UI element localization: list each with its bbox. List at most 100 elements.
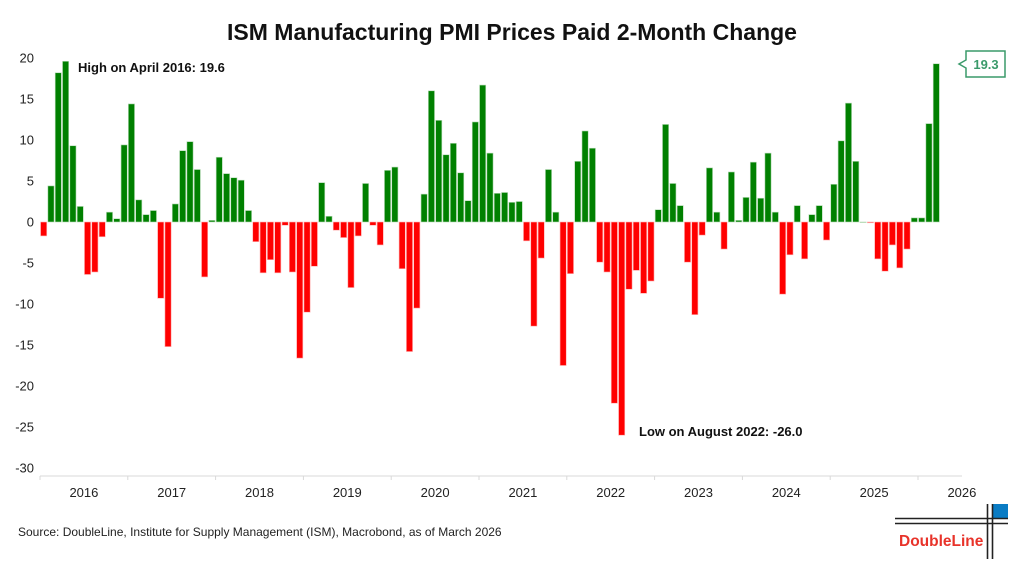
bar (128, 103, 135, 223)
bar (859, 221, 867, 223)
y-tick-label: -15 (15, 338, 34, 353)
bar (537, 221, 545, 259)
bar (281, 221, 289, 226)
y-tick-label: -5 (22, 256, 34, 271)
bar (384, 170, 391, 223)
bar (867, 221, 874, 224)
bar (413, 221, 421, 309)
bar (808, 214, 816, 223)
high-annotation: High on April 2016: 19.6 (78, 60, 225, 75)
bar (493, 193, 501, 223)
bar (54, 72, 62, 223)
bar (179, 150, 187, 223)
bar (376, 221, 384, 246)
bar (574, 161, 582, 223)
bar (932, 63, 940, 223)
bar (888, 221, 896, 246)
bar (406, 221, 413, 352)
bar (515, 201, 523, 223)
bar (142, 214, 150, 223)
bar (208, 220, 216, 223)
bar (303, 221, 311, 313)
bar (523, 221, 530, 242)
bar (98, 221, 106, 238)
bar (647, 221, 655, 282)
bar (530, 221, 538, 327)
bar (354, 221, 362, 237)
y-tick-label: 15 (20, 92, 34, 107)
x-tick-label: 2018 (245, 485, 274, 500)
bar (581, 130, 589, 223)
bar (618, 221, 626, 436)
bar (47, 185, 55, 223)
y-tick-label: 0 (27, 215, 34, 230)
bar (201, 221, 209, 278)
bar (749, 161, 757, 223)
bar (464, 200, 472, 223)
low-annotation: Low on August 2022: -26.0 (639, 424, 803, 439)
bar (501, 192, 509, 223)
y-tick-label: -30 (15, 461, 34, 476)
bar (654, 209, 662, 223)
x-tick-label: 2022 (596, 485, 625, 500)
bar (728, 171, 735, 223)
bar (325, 215, 333, 223)
bar (164, 221, 172, 347)
bar (632, 221, 640, 271)
y-tick-label: 20 (20, 51, 34, 66)
bar (567, 221, 574, 274)
bar (428, 90, 435, 223)
bar (852, 161, 860, 223)
bar (193, 169, 201, 223)
bar (223, 173, 230, 223)
y-tick-label: -20 (15, 379, 34, 394)
logo-square (993, 504, 1008, 518)
doubleline-logo: DoubleLine (895, 504, 1008, 559)
bar (435, 120, 443, 223)
bar (903, 221, 911, 250)
bar (669, 183, 677, 223)
bar (274, 221, 282, 274)
bar (471, 121, 479, 223)
bar (910, 217, 918, 223)
bar (157, 221, 165, 299)
logo-text: DoubleLine (899, 533, 984, 550)
bar (896, 221, 904, 269)
x-tick-label: 2024 (772, 485, 801, 500)
bar (296, 221, 304, 359)
bar (120, 144, 128, 223)
bar (640, 221, 648, 294)
bar (676, 205, 684, 223)
bar (215, 156, 223, 223)
x-tick-label: 2020 (421, 485, 450, 500)
bar (171, 203, 179, 223)
bar (91, 221, 99, 273)
bar (706, 167, 713, 223)
bar (603, 221, 611, 273)
bar (230, 177, 238, 223)
bar (84, 221, 91, 275)
y-axis: 20 15 10 5 0 -5 -10 -15 -20 -25 -30 (15, 51, 34, 476)
bar (289, 221, 296, 273)
x-tick-label: 2017 (157, 485, 186, 500)
bar (742, 197, 750, 223)
bars (40, 60, 940, 436)
bar (918, 217, 926, 223)
bar (713, 211, 721, 223)
x-tick-label: 2026 (947, 485, 976, 500)
bar (779, 221, 787, 295)
x-tick-label: 2016 (69, 485, 98, 500)
x-axis: 2016 2017 2018 2019 2020 2021 2022 2023 2024 2025… (39, 476, 976, 500)
bar (815, 205, 823, 223)
bar (332, 221, 340, 231)
bar (823, 221, 830, 241)
bar (610, 221, 618, 404)
latest-value-label: 19.3 (973, 57, 998, 72)
bar (735, 220, 743, 223)
bar (874, 221, 882, 260)
bar (186, 141, 194, 223)
bar (486, 152, 494, 223)
bar (252, 221, 260, 242)
chart-title: ISM Manufacturing PMI Prices Paid 2-Mont… (227, 19, 797, 45)
